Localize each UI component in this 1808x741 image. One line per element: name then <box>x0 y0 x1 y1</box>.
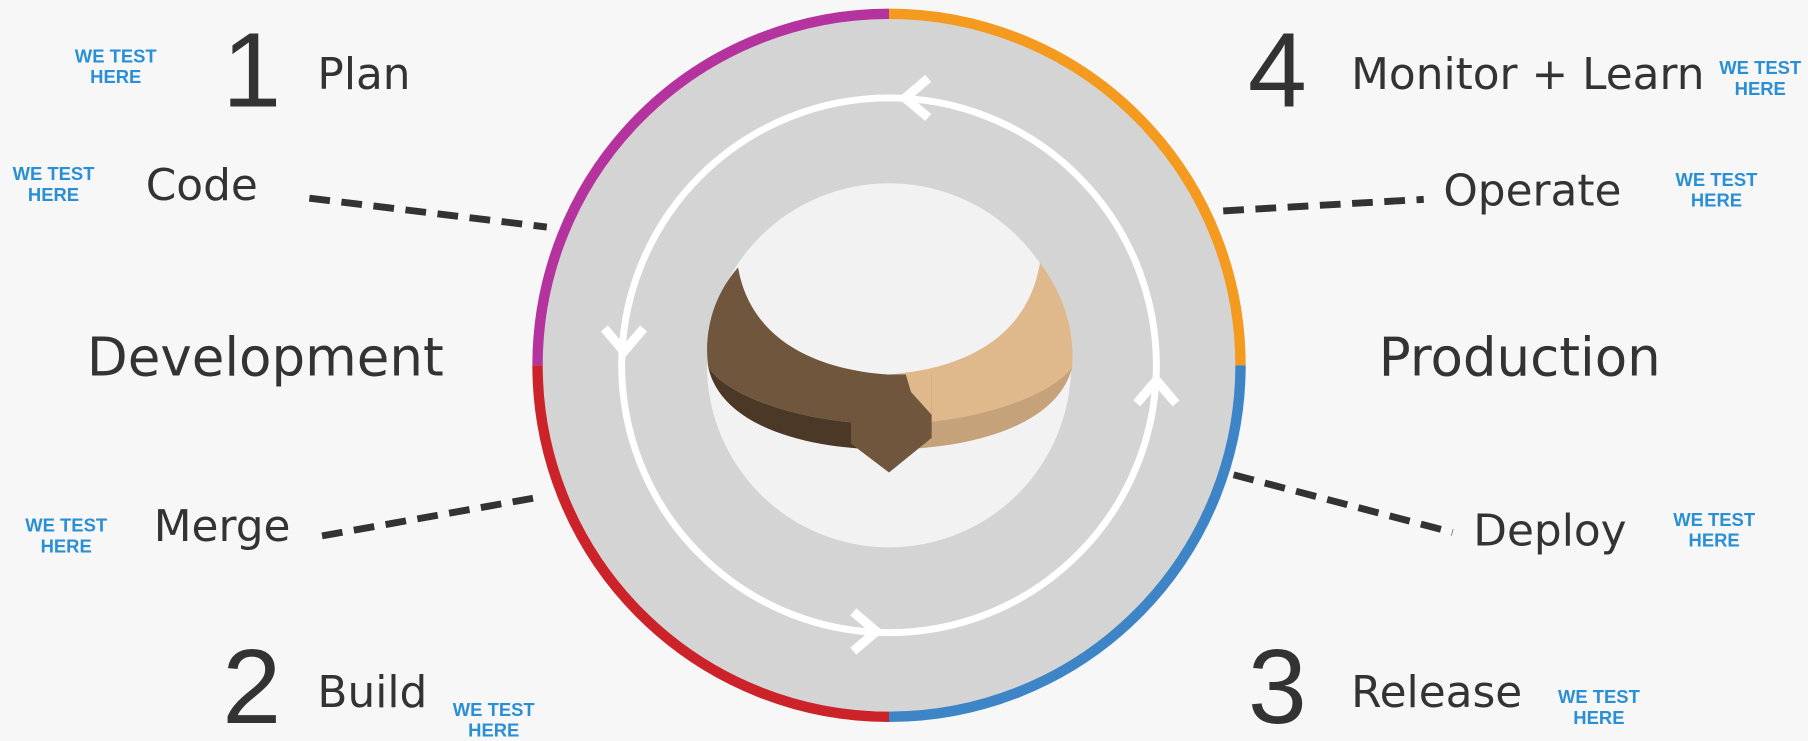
test-badge: WE TEST <box>1676 169 1759 190</box>
test-badge: HERE <box>90 66 141 87</box>
phase-label: Build <box>317 667 427 718</box>
side-label: Production <box>1379 326 1661 388</box>
test-badge: WE TEST <box>13 163 96 184</box>
test-badge: WE TEST <box>1719 57 1802 78</box>
test-badge: HERE <box>28 184 79 205</box>
test-badge: HERE <box>1573 707 1624 728</box>
step-label: Code <box>146 160 258 211</box>
step-label: Merge <box>154 501 291 552</box>
phase-number: 3 <box>1248 628 1307 741</box>
phase-label: Plan <box>317 49 410 100</box>
phase-label: Release <box>1351 667 1522 718</box>
connectors <box>308 194 1454 540</box>
side-label: Development <box>87 326 444 388</box>
test-badge: HERE <box>1691 190 1742 211</box>
step-label: Operate <box>1443 166 1621 217</box>
test-badge: WE TEST <box>75 45 158 66</box>
cycle-ring <box>532 8 1246 722</box>
phase-label: Monitor + Learn <box>1351 49 1704 100</box>
test-badge: WE TEST <box>25 515 108 536</box>
phase-number: 1 <box>222 11 281 129</box>
phase-number: 4 <box>1248 11 1307 129</box>
test-badge: WE TEST <box>453 699 536 720</box>
phase-number: 2 <box>222 628 281 741</box>
test-badge: WE TEST <box>1558 686 1641 707</box>
test-badge: HERE <box>41 535 92 556</box>
handshake-icon <box>707 262 1073 473</box>
step-label: Deploy <box>1473 506 1626 557</box>
test-badge: HERE <box>1735 78 1786 99</box>
test-badge: HERE <box>1689 530 1740 551</box>
test-badge: WE TEST <box>1673 509 1756 530</box>
test-badge: HERE <box>468 720 519 741</box>
